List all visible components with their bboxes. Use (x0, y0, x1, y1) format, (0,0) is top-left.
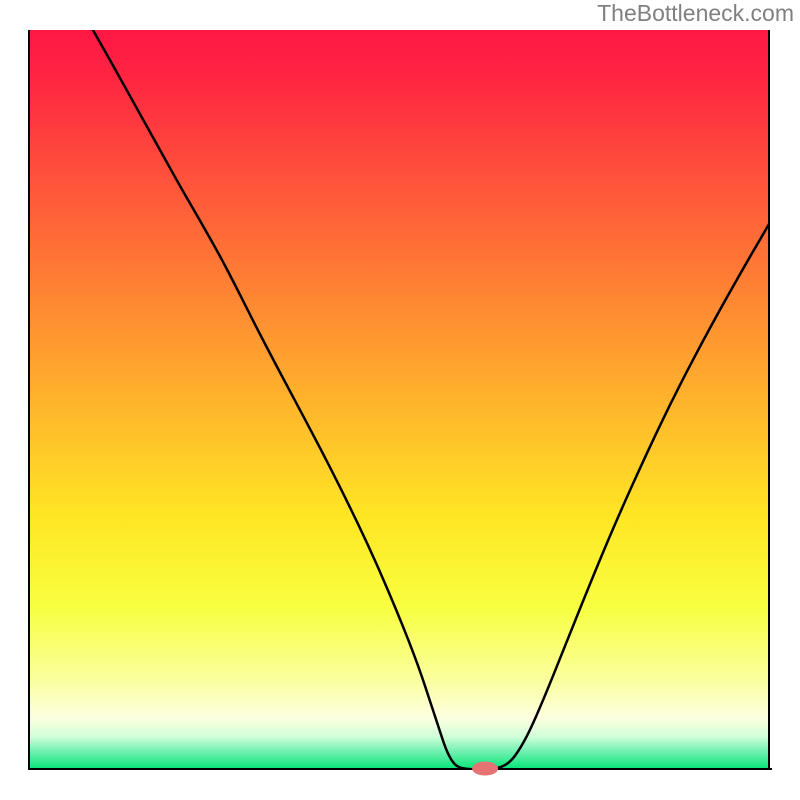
plot-background (30, 30, 770, 770)
frame-right (768, 30, 770, 770)
watermark-text: TheBottleneck.com (597, 0, 794, 27)
frame-left (28, 30, 30, 770)
frame-bottom (28, 768, 772, 770)
chart-wrapper: TheBottleneck.com (0, 0, 800, 800)
optimal-marker (472, 762, 498, 776)
bottleneck-curve-chart (0, 0, 800, 800)
